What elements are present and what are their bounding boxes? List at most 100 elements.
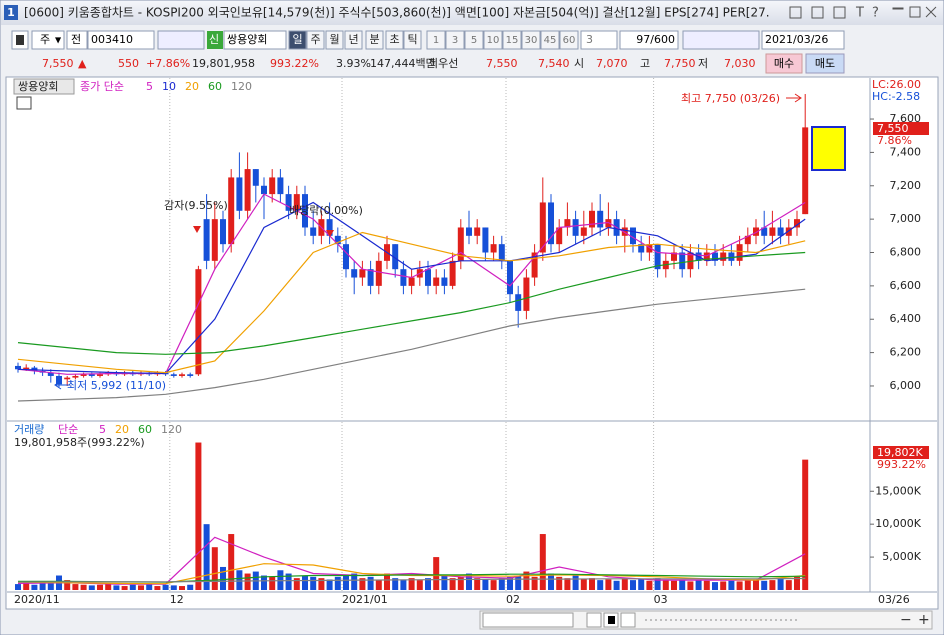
quote-change-pct: +7.86%: [146, 57, 190, 70]
candle-body: [638, 244, 645, 253]
volume-bar: [236, 570, 243, 590]
tool-icons[interactable]: [157, 30, 205, 50]
interval-button[interactable]: [502, 30, 522, 50]
sell-label[interactable]: 매도: [815, 57, 835, 70]
volume-bar: [269, 576, 276, 590]
chart-tool-icons[interactable]: [682, 30, 760, 50]
stock-code: 003410: [91, 33, 133, 46]
candle-body: [359, 269, 366, 278]
period-button[interactable]: [365, 30, 384, 50]
interval-button[interactable]: [559, 30, 579, 50]
interval-select[interactable]: [580, 30, 618, 50]
candle-body: [474, 227, 481, 236]
candle-body: [457, 227, 464, 261]
quote-high-label: 고: [640, 57, 650, 70]
candle-body: [646, 244, 653, 253]
volume-bar: [113, 585, 120, 590]
interval-label[interactable]: 10: [487, 35, 500, 46]
period-button[interactable]: [325, 30, 344, 50]
interval-label[interactable]: 45: [544, 35, 557, 46]
candle-body: [802, 127, 809, 215]
volume-bar: [105, 583, 112, 590]
candle-body: [572, 219, 579, 236]
interval-button[interactable]: [540, 30, 560, 50]
scrollbar[interactable]: − +: [479, 610, 933, 630]
interval-label[interactable]: 30: [525, 35, 538, 46]
legend-entry: 5: [146, 80, 153, 93]
event-marker: [193, 226, 201, 233]
volume-bar: [457, 576, 464, 590]
interval-button[interactable]: [483, 30, 503, 50]
period-type-select[interactable]: [31, 30, 65, 50]
interval-label[interactable]: 1: [433, 35, 439, 46]
window-number: 1: [7, 6, 15, 19]
quote-price: 7,550: [42, 57, 74, 70]
candle-body: [244, 169, 251, 211]
period-label[interactable]: 월: [329, 33, 339, 46]
candle-body: [507, 260, 513, 295]
last-volume-label: 19,802K: [877, 446, 923, 459]
volume-bar: [187, 584, 194, 590]
interval-button[interactable]: [426, 30, 446, 50]
candle-body: [351, 269, 358, 278]
count: 97/600: [636, 33, 675, 46]
quote-low: 7,030: [724, 57, 756, 70]
date-box[interactable]: [761, 30, 845, 50]
interval-label[interactable]: 5: [471, 35, 477, 46]
x-tick-label: 2021/01: [342, 593, 388, 606]
window-button-text[interactable]: T: [855, 6, 864, 21]
interval-label[interactable]: 15: [506, 35, 519, 46]
candle-body: [23, 367, 30, 370]
period-label[interactable]: 주: [310, 33, 320, 46]
quote-high: 7,750: [664, 57, 696, 70]
interval-button[interactable]: [445, 30, 465, 50]
period-label[interactable]: 초: [389, 33, 399, 46]
period-button[interactable]: [306, 30, 325, 50]
period-button[interactable]: [385, 30, 404, 50]
last-change-label: 7.86%: [877, 134, 912, 147]
interval-label[interactable]: 3: [452, 35, 458, 46]
volume-bar: [285, 573, 292, 590]
period-label[interactable]: 일: [292, 32, 302, 46]
volume-bar: [23, 582, 30, 590]
candle-body: [408, 277, 415, 286]
candle-body: [310, 227, 317, 236]
buy-label[interactable]: 매수: [774, 57, 794, 70]
quote-bid: 7,540: [538, 57, 570, 70]
period-button[interactable]: [344, 30, 363, 50]
sell-button[interactable]: [805, 53, 845, 74]
grid-icon[interactable]: [16, 96, 32, 110]
volume-bar: [507, 576, 513, 590]
volume-bar: [195, 442, 202, 590]
candle-body: [498, 244, 505, 261]
candle-body: [64, 377, 71, 380]
window-button-help[interactable]: ?: [872, 6, 879, 21]
interval-button[interactable]: [521, 30, 541, 50]
y-tick-label: 6,000: [890, 379, 922, 392]
legend-title: 거래량: [14, 423, 44, 436]
legend-entry: 60: [138, 423, 152, 436]
candle-body: [47, 372, 54, 376]
candle-body: [203, 219, 210, 261]
period-label[interactable]: 틱: [407, 33, 417, 46]
period-button[interactable]: [403, 30, 422, 50]
candle-body: [179, 374, 185, 376]
stock-label: 쌍용양회: [18, 80, 58, 93]
interval-button[interactable]: [464, 30, 484, 50]
market-select[interactable]: [66, 30, 88, 50]
interval-label[interactable]: 60: [563, 35, 576, 46]
ma-line: [17, 201, 806, 375]
buy-button[interactable]: [765, 53, 803, 74]
period-label[interactable]: 분: [369, 33, 379, 46]
period-label[interactable]: 년: [348, 33, 358, 46]
y-tick-label: 6,200: [890, 346, 922, 359]
y-tick-label: 10,000K: [875, 517, 921, 530]
candle-body: [375, 260, 382, 286]
ma-line: [17, 288, 806, 402]
window-buttons[interactable]: [789, 6, 937, 19]
code-input[interactable]: [87, 30, 155, 50]
quote-ask: 7,550: [486, 57, 518, 70]
stock-name-box[interactable]: [223, 30, 287, 50]
period-button[interactable]: [288, 30, 307, 50]
